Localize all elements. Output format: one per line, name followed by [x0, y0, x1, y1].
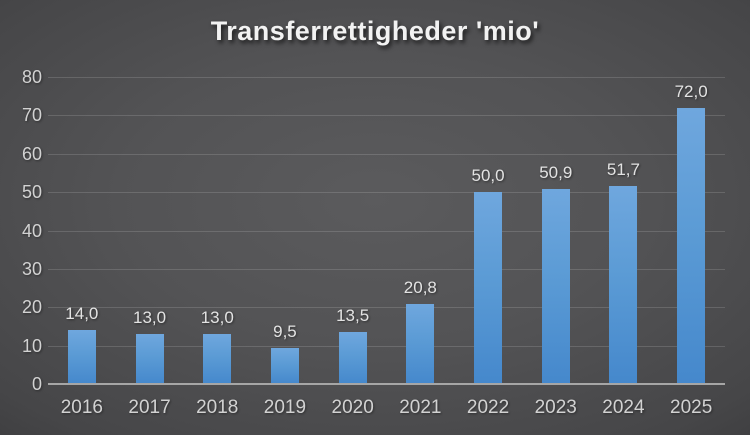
bar-value-label-2020: 13,5 — [336, 306, 370, 326]
bar-value-label-2017: 13,0 — [133, 308, 167, 328]
y-axis-label: 80 — [21, 67, 42, 87]
bar-2019 — [270, 347, 299, 384]
x-axis-label-2019: 2019 — [263, 397, 307, 418]
y-axis-label: 0 — [31, 374, 42, 394]
gridline-80 — [48, 77, 725, 78]
gridline-60 — [48, 153, 725, 155]
x-axis-label-2018: 2018 — [196, 397, 239, 418]
plot-area: 14,0 13,0 13,0 9,5 13,5 20,8 50,0 50,9 51,7 72,0 — [48, 77, 725, 385]
y-axis-label: 60 — [21, 143, 42, 164]
gridline-20 — [48, 307, 725, 309]
y-axis-label: 10 — [21, 335, 42, 356]
bar-2018 — [203, 334, 232, 384]
y-axis-label: 30 — [21, 258, 42, 279]
bar-value-label-2023: 50,9 — [539, 162, 573, 182]
x-axis-line — [48, 383, 725, 385]
bar-value-label-2018: 13,0 — [200, 308, 234, 328]
bar-2025 — [677, 107, 706, 384]
y-axis-label: 40 — [21, 220, 42, 241]
y-axis-label: 70 — [21, 105, 42, 126]
bar-2020 — [338, 332, 367, 384]
bar-2024 — [609, 185, 638, 384]
x-axis-label-2024: 2024 — [602, 397, 645, 418]
gridline-10 — [48, 345, 725, 347]
gridline-40 — [48, 230, 725, 232]
bar-value-label-2019: 9,5 — [273, 321, 297, 341]
x-axis-label-2021: 2021 — [399, 397, 442, 418]
bar-value-label-2024: 51,7 — [606, 159, 640, 179]
gridline-30 — [48, 268, 725, 270]
bar-value-label-2016: 14,0 — [65, 304, 99, 324]
x-axis-label-2020: 2020 — [331, 397, 374, 418]
x-axis-label-2023: 2023 — [534, 397, 577, 418]
gridline-50 — [48, 192, 725, 194]
x-axis-label-2017: 2017 — [128, 397, 171, 418]
bar-2021 — [406, 304, 435, 384]
gridline-70 — [48, 115, 725, 117]
x-axis-label-2016: 2016 — [60, 397, 103, 418]
bar-2016 — [67, 330, 96, 384]
bar-2022 — [474, 192, 503, 384]
bar-2023 — [541, 188, 570, 384]
bar-2017 — [135, 334, 164, 384]
y-axis-label: 50 — [21, 182, 42, 203]
x-axis-label-2025: 2025 — [670, 397, 713, 418]
bar-value-label-2025: 72,0 — [674, 81, 708, 101]
bar-value-label-2022: 50,0 — [471, 166, 505, 186]
chart-title: Transferrettigheder 'mio' — [210, 16, 540, 46]
x-axis-label-2022: 2022 — [466, 397, 510, 418]
bar-value-label-2021: 20,8 — [403, 278, 437, 298]
y-axis-label: 20 — [21, 297, 42, 318]
